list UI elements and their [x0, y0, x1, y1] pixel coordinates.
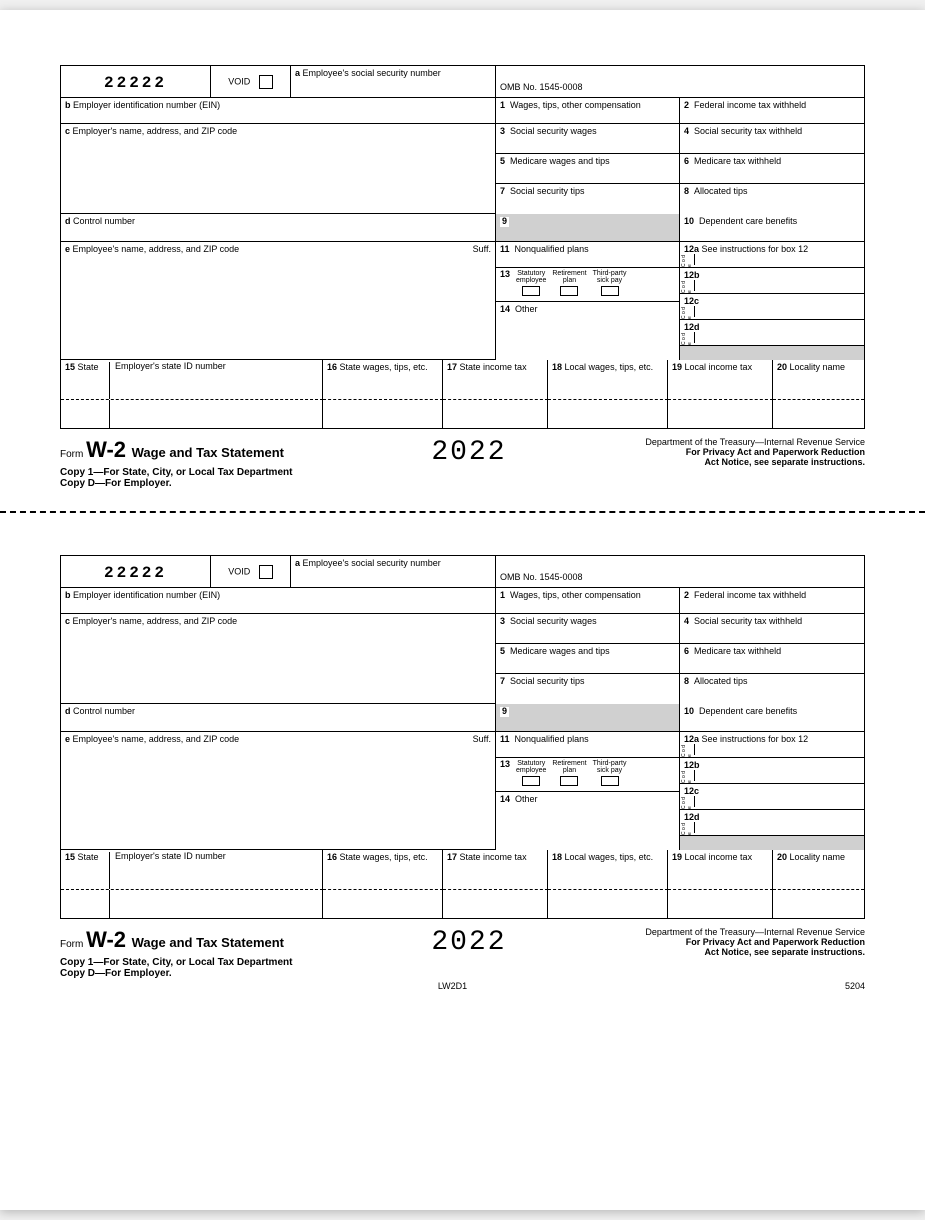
box-13b-label: Retirementplan — [552, 270, 586, 284]
box-13-num: 13 — [500, 269, 510, 279]
omb-label: OMB No. 1545-0008 — [500, 82, 583, 92]
box-12b-label: 12b — [684, 270, 700, 280]
sickpay-checkbox[interactable] — [601, 286, 619, 296]
box-8-label: Allocated tips — [694, 186, 748, 196]
copy-line-2: Copy D—For Employer. — [60, 478, 292, 489]
box-16-label: State wages, tips, etc. — [340, 362, 428, 372]
box-3-label: Social security wages — [510, 126, 597, 136]
dept-label: Department of the Treasury—Internal Reve… — [645, 437, 865, 447]
box-13a-label: Statutoryemployee — [516, 270, 546, 284]
box-d-label: Control number — [73, 216, 135, 226]
pagefoot-left: LW2D1 — [438, 981, 467, 991]
box-15b-label: Employer's state ID number — [115, 362, 226, 372]
form-name: W-2 — [86, 437, 126, 462]
box-15-label: State — [78, 362, 99, 372]
form-prefix: Form — [60, 449, 83, 460]
form-code: 22222 — [104, 74, 167, 92]
form-title-text: Wage and Tax Statement — [132, 445, 284, 460]
box-2-label: Federal income tax withheld — [694, 100, 806, 110]
box-b-label: Employer identification number (EIN) — [73, 100, 220, 110]
box-14-label: Other — [515, 304, 538, 314]
box-c-label: Employer's name, address, and ZIP code — [73, 126, 238, 136]
box-1-label: Wages, tips, other compensation — [510, 100, 641, 110]
box-20-label: Locality name — [790, 362, 846, 372]
box-13c-label: Third-partysick pay — [593, 270, 627, 284]
privacy-line-1: For Privacy Act and Paperwork Reduction — [645, 447, 865, 457]
box-11-label: Nonqualified plans — [515, 244, 589, 254]
box-12a-label: See instructions for box 12 — [702, 244, 809, 254]
void-checkbox[interactable] — [259, 75, 273, 89]
box-4-label: Social security tax withheld — [694, 126, 802, 136]
statutory-checkbox-2[interactable] — [522, 776, 540, 786]
form-grid: 22222 VOID a Employee's social security … — [60, 65, 865, 429]
w2-form-copy-2: 22222 VOID a Employee's social security … — [60, 555, 865, 991]
box-e-label: Employee's name, address, and ZIP code — [73, 244, 240, 254]
tax-year: 2022 — [431, 437, 506, 468]
form-code-2: 22222 — [104, 564, 167, 582]
void-checkbox-2[interactable] — [259, 565, 273, 579]
sickpay-checkbox-2[interactable] — [601, 776, 619, 786]
void-label: VOID — [228, 76, 250, 86]
pagefoot-right: 5204 — [845, 981, 865, 991]
box-12d-label: 12d — [684, 322, 700, 332]
retirement-checkbox-2[interactable] — [560, 776, 578, 786]
box-19-label: Local income tax — [685, 362, 753, 372]
page-footer: LW2D1 5204 — [60, 981, 865, 991]
box-5-label: Medicare wages and tips — [510, 156, 610, 166]
statutory-checkbox[interactable] — [522, 286, 540, 296]
box-6-label: Medicare tax withheld — [694, 156, 781, 166]
w2-page: 22222 VOID a Employee's social security … — [0, 10, 925, 1210]
retirement-checkbox[interactable] — [560, 286, 578, 296]
box-17-label: State income tax — [460, 362, 527, 372]
box-10-label: Dependent care benefits — [699, 216, 797, 226]
form-footer: Form W-2 Wage and Tax Statement Copy 1—F… — [60, 437, 865, 489]
perforation-line — [0, 511, 925, 513]
box-a-label: Employee's social security number — [303, 68, 441, 78]
privacy-line-2: Act Notice, see separate instructions. — [645, 457, 865, 467]
suff-label: Suff. — [473, 244, 491, 254]
box-12c-label: 12c — [684, 296, 699, 306]
box-7-label: Social security tips — [510, 186, 585, 196]
box-18-label: Local wages, tips, etc. — [565, 362, 654, 372]
copy-line-1: Copy 1—For State, City, or Local Tax Dep… — [60, 467, 292, 478]
w2-form-copy-1: 22222 VOID a Employee's social security … — [60, 65, 865, 489]
